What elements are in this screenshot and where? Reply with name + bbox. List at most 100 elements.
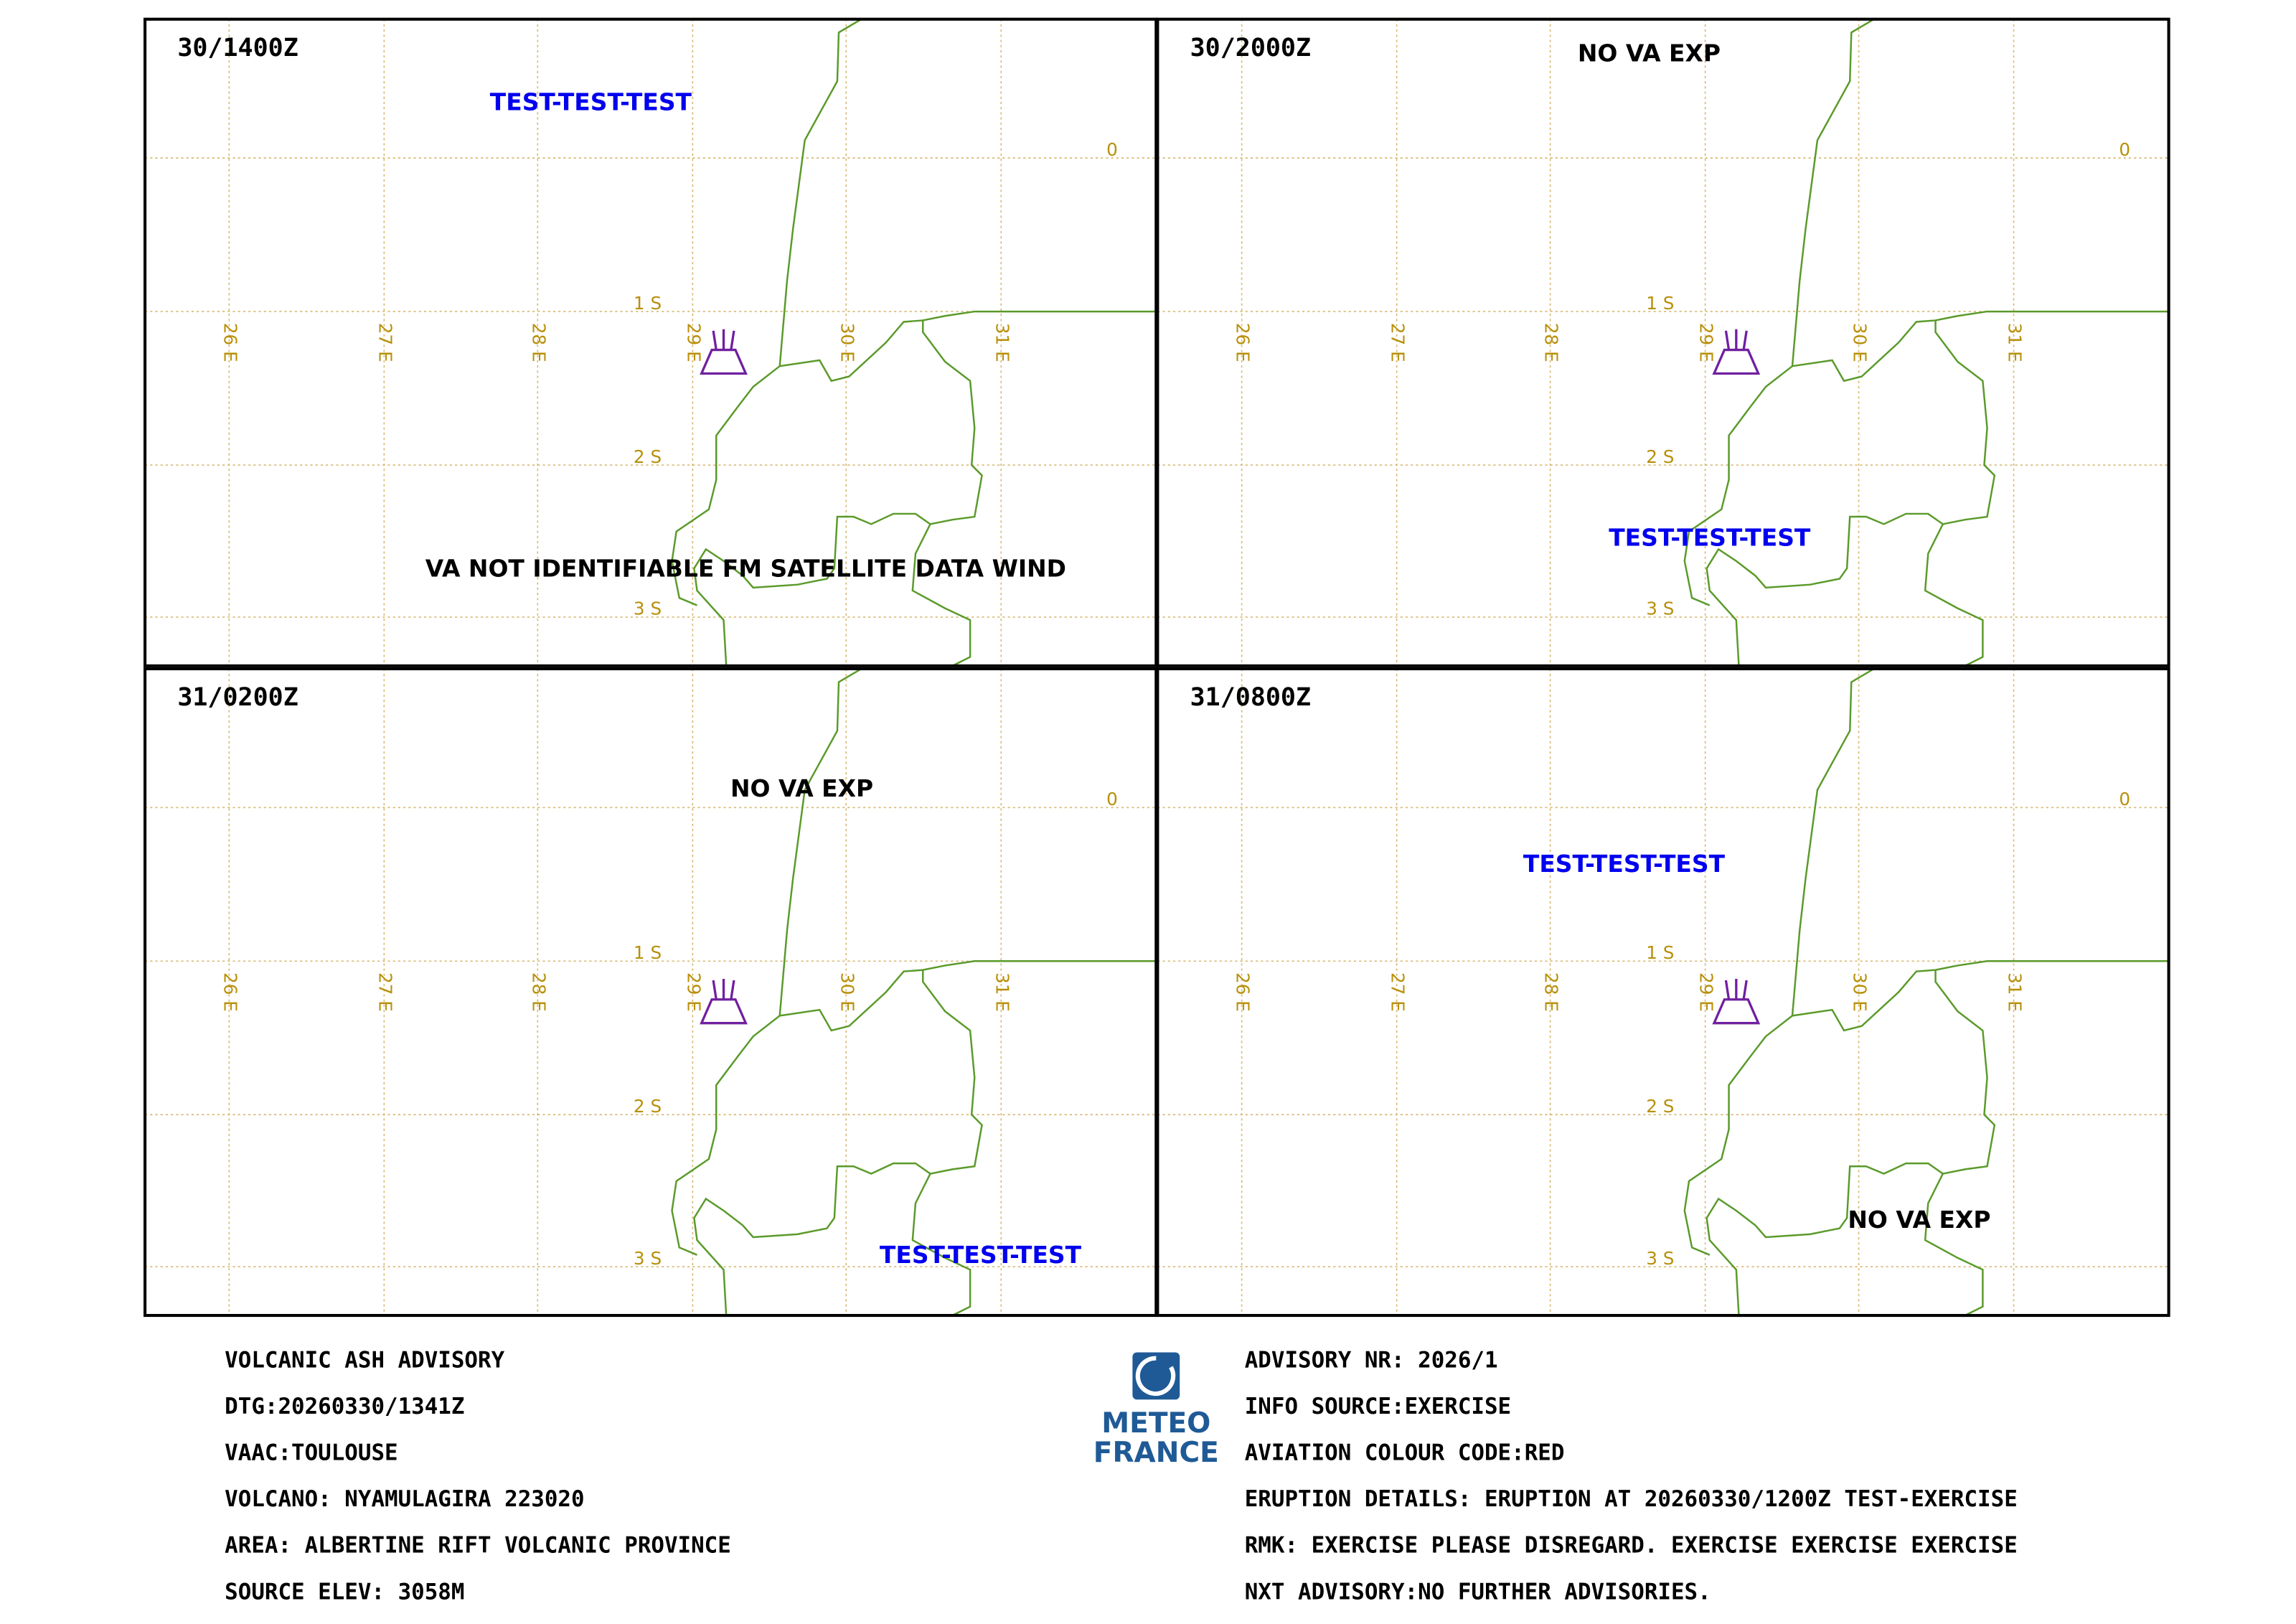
border-line [671, 1015, 781, 1256]
panel-content: 26 E 27 E 28 E 29 E 30 E 31 E 0 1 S 2 S 3 S [1157, 668, 2169, 1316]
lon-label: 29 E [683, 323, 704, 362]
advisory-line: VAAC:TOULOUSE [225, 1440, 397, 1466]
border-line [778, 668, 863, 1016]
volcano-cone [1712, 348, 1761, 375]
panel-annotation: NO VA EXP [1848, 1206, 1990, 1234]
border-line [1705, 320, 1996, 666]
panel-annotation: TEST-TEST-TEST [1523, 850, 1726, 878]
advisory-line: RMK: EXERCISE PLEASE DISREGARD. EXERCISE… [1245, 1533, 2018, 1559]
advisory-line: AREA: ALBERTINE RIFT VOLCANIC PROVINCE [225, 1533, 731, 1559]
lon-label: 31 E [2005, 323, 2026, 362]
volcano-cone [700, 348, 748, 375]
map-panel: 26 E 27 E 28 E 29 E 30 E 31 E 0 1 S 2 S 3 S 30/140… [144, 17, 1158, 667]
border-line [1683, 365, 1793, 606]
border-line [1791, 668, 1876, 1016]
volcano-cone [1712, 998, 1761, 1025]
lon-label: 30 E [837, 323, 857, 362]
border-line [1792, 310, 2169, 382]
volcano-cone [700, 998, 748, 1025]
panel-content: 26 E 27 E 28 E 29 E 30 E 31 E 0 1 S 2 S 3 S [1157, 19, 2169, 666]
logo-text: FRANCE [1093, 1437, 1219, 1469]
border-line [779, 310, 1157, 382]
lon-label: 28 E [528, 323, 549, 362]
volcano-symbol [700, 329, 748, 375]
panel-annotation: NO VA EXP [1578, 39, 1721, 67]
volcano-plume [712, 329, 735, 350]
logo-text: METEO [1101, 1407, 1210, 1440]
volcano-symbol [1712, 978, 1761, 1025]
lat-label: 1 S [634, 942, 662, 963]
map-panel: 26 E 27 E 28 E 29 E 30 E 31 E 0 1 S 2 S 3 S 31/020… [144, 667, 1158, 1318]
advisory-line: INFO SOURCE:EXERCISE [1245, 1394, 1511, 1419]
border-line [693, 970, 983, 1316]
lon-label: 28 E [1541, 323, 1562, 362]
lon-label: 30 E [837, 972, 857, 1012]
advisory-line: VOLCANO: NYAMULAGIRA 223020 [225, 1486, 584, 1512]
border-line [778, 19, 863, 367]
lon-label: 26 E [1233, 323, 1253, 362]
map-panel: 26 E 27 E 28 E 29 E 30 E 31 E 0 1 S 2 S 3 S 31/080… [1156, 667, 2170, 1318]
lon-label: 30 E [1850, 972, 1871, 1012]
lon-label: 27 E [375, 323, 395, 362]
lat-label: 2 S [1646, 1096, 1674, 1117]
volcano-plume [1724, 329, 1748, 350]
lat-label: 2 S [634, 446, 662, 467]
volcano-symbol [1712, 329, 1761, 375]
panel-frame [1156, 667, 2170, 1318]
lat-label: 3 S [1646, 599, 1674, 619]
border-line [1791, 19, 1876, 367]
advisory-line: AVIATION COLOUR CODE:RED [1245, 1440, 1565, 1466]
lat-label: 0 [2119, 789, 2130, 809]
lat-label: 1 S [1646, 293, 1674, 314]
panel-annotation: VA NOT IDENTIFIABLE FM SATELLITE DATA WI… [425, 555, 1066, 583]
lat-label: 0 [2119, 139, 2130, 160]
panel-frame [1156, 17, 2170, 667]
border-line [1683, 1015, 1793, 1256]
lon-label: 27 E [1388, 972, 1408, 1012]
panel-annotation: TEST-TEST-TEST [880, 1241, 1082, 1269]
advisory-line: VOLCANIC ASH ADVISORY [225, 1347, 504, 1373]
border-line [1705, 970, 1996, 1316]
lon-label: 26 E [220, 323, 240, 362]
valid-time: 31/0200Z [177, 683, 298, 712]
lon-label: 27 E [1388, 323, 1408, 362]
logo-swirl [1135, 1356, 1176, 1397]
panel-content: 26 E 27 E 28 E 29 E 30 E 31 E 0 1 S 2 S 3 S [145, 668, 1157, 1316]
lon-label: 29 E [683, 972, 704, 1012]
lat-label: 3 S [1646, 1248, 1674, 1269]
advisory-line: DTG:20260330/1341Z [225, 1394, 464, 1419]
valid-time: 31/0800Z [1190, 683, 1311, 712]
border-line [1792, 960, 2169, 1032]
valid-time: 30/1400Z [177, 34, 298, 62]
map-panel: 26 E 27 E 28 E 29 E 30 E 31 E 0 1 S 2 S 3 S 30/200… [1156, 17, 2170, 667]
advisory-line: ERUPTION DETAILS: ERUPTION AT 20260330/1… [1245, 1486, 2018, 1512]
lat-label: 0 [1106, 789, 1118, 809]
lat-label: 0 [1106, 139, 1118, 160]
lon-label: 31 E [992, 972, 1012, 1012]
lon-label: 31 E [992, 323, 1012, 362]
lat-label: 2 S [634, 1096, 662, 1117]
border-line [911, 523, 971, 666]
border-line [693, 320, 983, 666]
border-line [911, 1173, 971, 1316]
lon-label: 30 E [1850, 323, 1871, 362]
advisory-line: SOURCE ELEV: 3058M [225, 1579, 464, 1605]
advisory-line: NXT ADVISORY:NO FURTHER ADVISORIES. [1245, 1579, 1711, 1605]
panel-annotation: NO VA EXP [730, 774, 873, 802]
volcano-symbol [700, 978, 748, 1025]
border-line [671, 365, 781, 606]
volcano-plume [712, 978, 735, 1000]
lon-label: 29 E [1696, 323, 1717, 362]
lon-label: 28 E [1541, 972, 1562, 1012]
panel-annotation: TEST-TEST-TEST [1609, 523, 1811, 551]
volcano-plume [1724, 978, 1748, 1000]
lat-label: 2 S [1646, 446, 1674, 467]
lon-label: 26 E [220, 972, 240, 1012]
lon-label: 26 E [1233, 972, 1253, 1012]
valid-time: 30/2000Z [1190, 34, 1311, 62]
lon-label: 29 E [1696, 972, 1717, 1012]
lon-label: 28 E [528, 972, 549, 1012]
border-line [1924, 523, 1984, 666]
border-line [779, 960, 1157, 1032]
